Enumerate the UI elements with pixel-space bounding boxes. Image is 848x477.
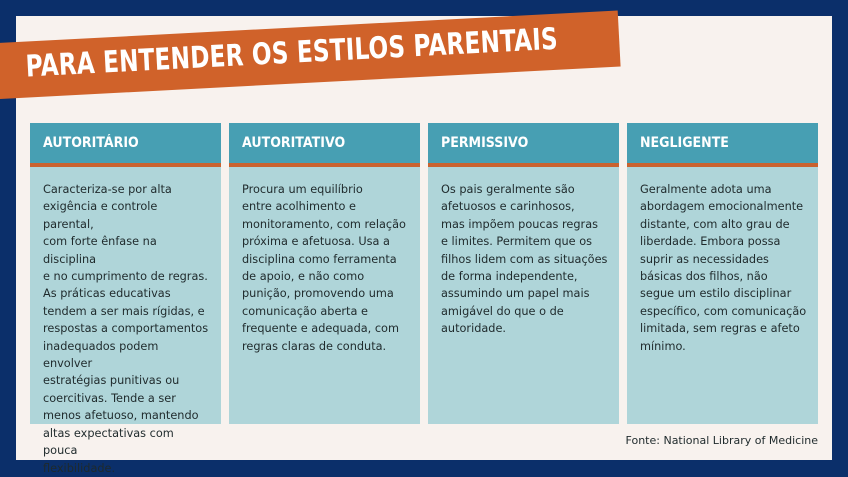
- card-title: AUTORITATIVO: [242, 135, 346, 151]
- card-header: AUTORITATIVO: [229, 123, 420, 167]
- card-title: NEGLIGENTE: [640, 135, 729, 151]
- source-credit: Fonte: National Library of Medicine: [625, 434, 818, 447]
- card-title: AUTORITÁRIO: [43, 135, 139, 151]
- card-header: PERMISSIVO: [428, 123, 619, 167]
- card-description: Procura um equilíbrio entre acolhimento …: [242, 183, 406, 353]
- style-card-permissivo: PERMISSIVO Os pais geralmente são afetuo…: [428, 123, 619, 424]
- style-card-autoritario: AUTORITÁRIO Caracteriza-se por alta exig…: [30, 123, 221, 475]
- card-description: Caracteriza-se por alta exigência e cont…: [43, 183, 209, 475]
- card-title: PERMISSIVO: [441, 135, 529, 151]
- card-description: Os pais geralmente são afetuosos e carin…: [441, 183, 608, 336]
- card-description: Geralmente adota uma abordagem emocional…: [640, 183, 807, 353]
- card-header: NEGLIGENTE: [627, 123, 818, 167]
- card-header: AUTORITÁRIO: [30, 123, 221, 167]
- style-card-negligente: NEGLIGENTE Geralmente adota uma abordage…: [627, 123, 818, 424]
- style-card-autoritativo: AUTORITATIVO Procura um equilíbrio entre…: [229, 123, 420, 424]
